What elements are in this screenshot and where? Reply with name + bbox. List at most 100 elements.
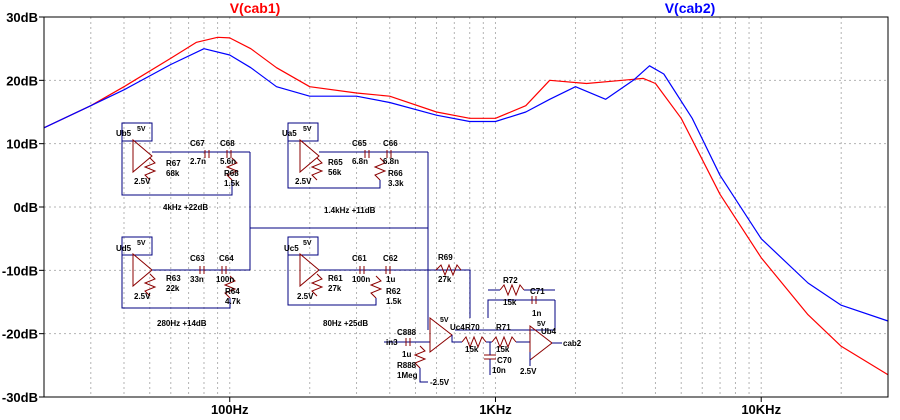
opamp-uc4-symbol: [429, 316, 453, 354]
supply-neg: -2.5V: [430, 378, 450, 387]
ud5-ground-wire: [121, 255, 231, 309]
c63-c64-symbol: [199, 266, 227, 274]
label-r70: R70: [465, 323, 480, 332]
c61-c62-symbol: [359, 266, 391, 274]
x-tick-label-1: 1KHz: [479, 402, 512, 417]
uc5-feedback: [287, 236, 319, 256]
ua5-ground-wire: [287, 141, 381, 189]
ref-ub4: 2.5V: [520, 367, 537, 376]
opamp-ub5-symbol: [132, 138, 153, 174]
value-c67: 2.7n: [190, 157, 206, 166]
value-c71: 1n: [532, 309, 541, 318]
ud5-feedback: [121, 236, 153, 256]
net-in3: in3: [386, 338, 398, 347]
schematic-overlay: Ub5 5V C67 2.7n C68 5.6n R67 68k R68 1.5…: [116, 122, 582, 387]
label-c61: C61: [352, 254, 367, 263]
label-ub4: Ub4: [541, 327, 557, 336]
y-tick-label-4: -10dB: [2, 263, 38, 278]
y-tick-label-5: -20dB: [2, 327, 38, 342]
label-uc4: Uc4: [450, 323, 465, 332]
value-r68: 1.5k: [224, 179, 240, 188]
uc5-ground-wire: [287, 255, 377, 306]
value-c888: 1u: [402, 350, 411, 359]
r888-symbol: [413, 345, 427, 369]
supply-ub5: 5V: [137, 126, 146, 133]
y-tick-label-6: -30dB: [2, 390, 38, 405]
opamp-ud5-symbol: [132, 252, 153, 288]
legend-label-2: V(cab2): [665, 0, 716, 16]
value-r67: 68k: [166, 169, 180, 178]
value-c64: 100n: [216, 275, 234, 284]
supply-ud5: 5V: [137, 240, 146, 247]
r72-symbol: [499, 283, 525, 297]
label-r888: R888: [397, 361, 417, 370]
r62-symbol: [369, 275, 383, 299]
feedback-wire: [488, 289, 555, 301]
c888-symbol: [405, 338, 411, 346]
ub5-ground-wire: [121, 141, 233, 196]
label-c65: C65: [352, 139, 367, 148]
ref-ub5: 2.5V: [134, 177, 151, 186]
value-r65: 56k: [328, 168, 342, 177]
y-tick-label-2: 10dB: [6, 137, 38, 152]
label-r62: R62: [386, 287, 401, 296]
label-r68: R68: [224, 169, 239, 178]
net-cab2: cab2: [563, 339, 582, 348]
value-c66: 6.8n: [383, 157, 399, 166]
value-r63: 22k: [166, 284, 180, 293]
label-r63: R63: [166, 274, 181, 283]
value-r66: 3.3k: [388, 179, 404, 188]
legend-label-1: V(cab1): [230, 0, 281, 16]
r67-symbol: [143, 157, 157, 181]
filter-block-ub5: Ub5 5V C67 2.7n C68 5.6n R67 68k R68 1.5…: [116, 122, 250, 212]
value-r70: 15k: [465, 345, 479, 354]
r61-symbol: [310, 273, 324, 297]
r69-symbol: [435, 263, 462, 277]
r68-symbol: [225, 157, 239, 181]
r66-symbol: [373, 157, 387, 181]
label-c70: C70: [497, 356, 512, 365]
label-r69: R69: [438, 253, 453, 262]
label-r66: R66: [388, 169, 403, 178]
r64-symbol: [223, 275, 237, 299]
label-c64: C64: [219, 254, 234, 263]
y-tick-label-0: 30dB: [6, 10, 38, 25]
label-r61: R61: [328, 274, 343, 283]
supply-ua5: 5V: [303, 126, 312, 133]
opamp-uc5-symbol: [299, 252, 320, 288]
r71-symbol: [491, 335, 517, 349]
filter-block-uc5: Uc5 5V C61 100n C62 1u R61 27k R62 1.5k …: [284, 236, 402, 328]
output-stage-ub4: R70 15k R71 15k C70 10n R72 15k C71 1n U…: [451, 276, 582, 376]
value-r62: 1.5k: [386, 297, 402, 306]
label-c63: C63: [190, 254, 205, 263]
ub4-out-wire: [529, 342, 562, 366]
value-c63: 33n: [190, 275, 204, 284]
series: [43, 36, 889, 376]
label-ub5: Ub5: [116, 129, 132, 138]
r65-symbol: [310, 157, 324, 181]
value-r72: 15k: [503, 298, 517, 307]
series-line-2: [43, 48, 889, 322]
band-80: 80Hz +25dB: [323, 319, 368, 328]
label-uc5: Uc5: [284, 244, 299, 253]
label-r67: R67: [166, 159, 181, 168]
bus-wire: [249, 152, 429, 330]
filter-block-ud5: Ud5 5V C63 33n C64 100n R63 22k R64 4.7k…: [116, 236, 250, 328]
value-c65: 6.8n: [352, 157, 368, 166]
ref-uc5: 2.5V: [297, 292, 314, 301]
label-c68: C68: [220, 139, 235, 148]
value-r71: 15k: [496, 345, 510, 354]
c67-c68-symbol: [204, 150, 232, 158]
band-280: 280Hz +14dB: [157, 319, 207, 328]
supply-uc5: 5V: [303, 240, 312, 247]
supply-ub4: 5V: [537, 321, 546, 328]
ub5-feedback: [121, 122, 153, 142]
r888-wire: [419, 368, 428, 383]
value-r64: 4.7k: [225, 297, 241, 306]
ua5-feedback: [287, 122, 319, 142]
r69-wire: [400, 269, 471, 318]
y-tick-label-1: 20dB: [6, 73, 38, 88]
opamp-ua5-symbol: [299, 138, 320, 174]
label-ud5: Ud5: [116, 244, 132, 253]
